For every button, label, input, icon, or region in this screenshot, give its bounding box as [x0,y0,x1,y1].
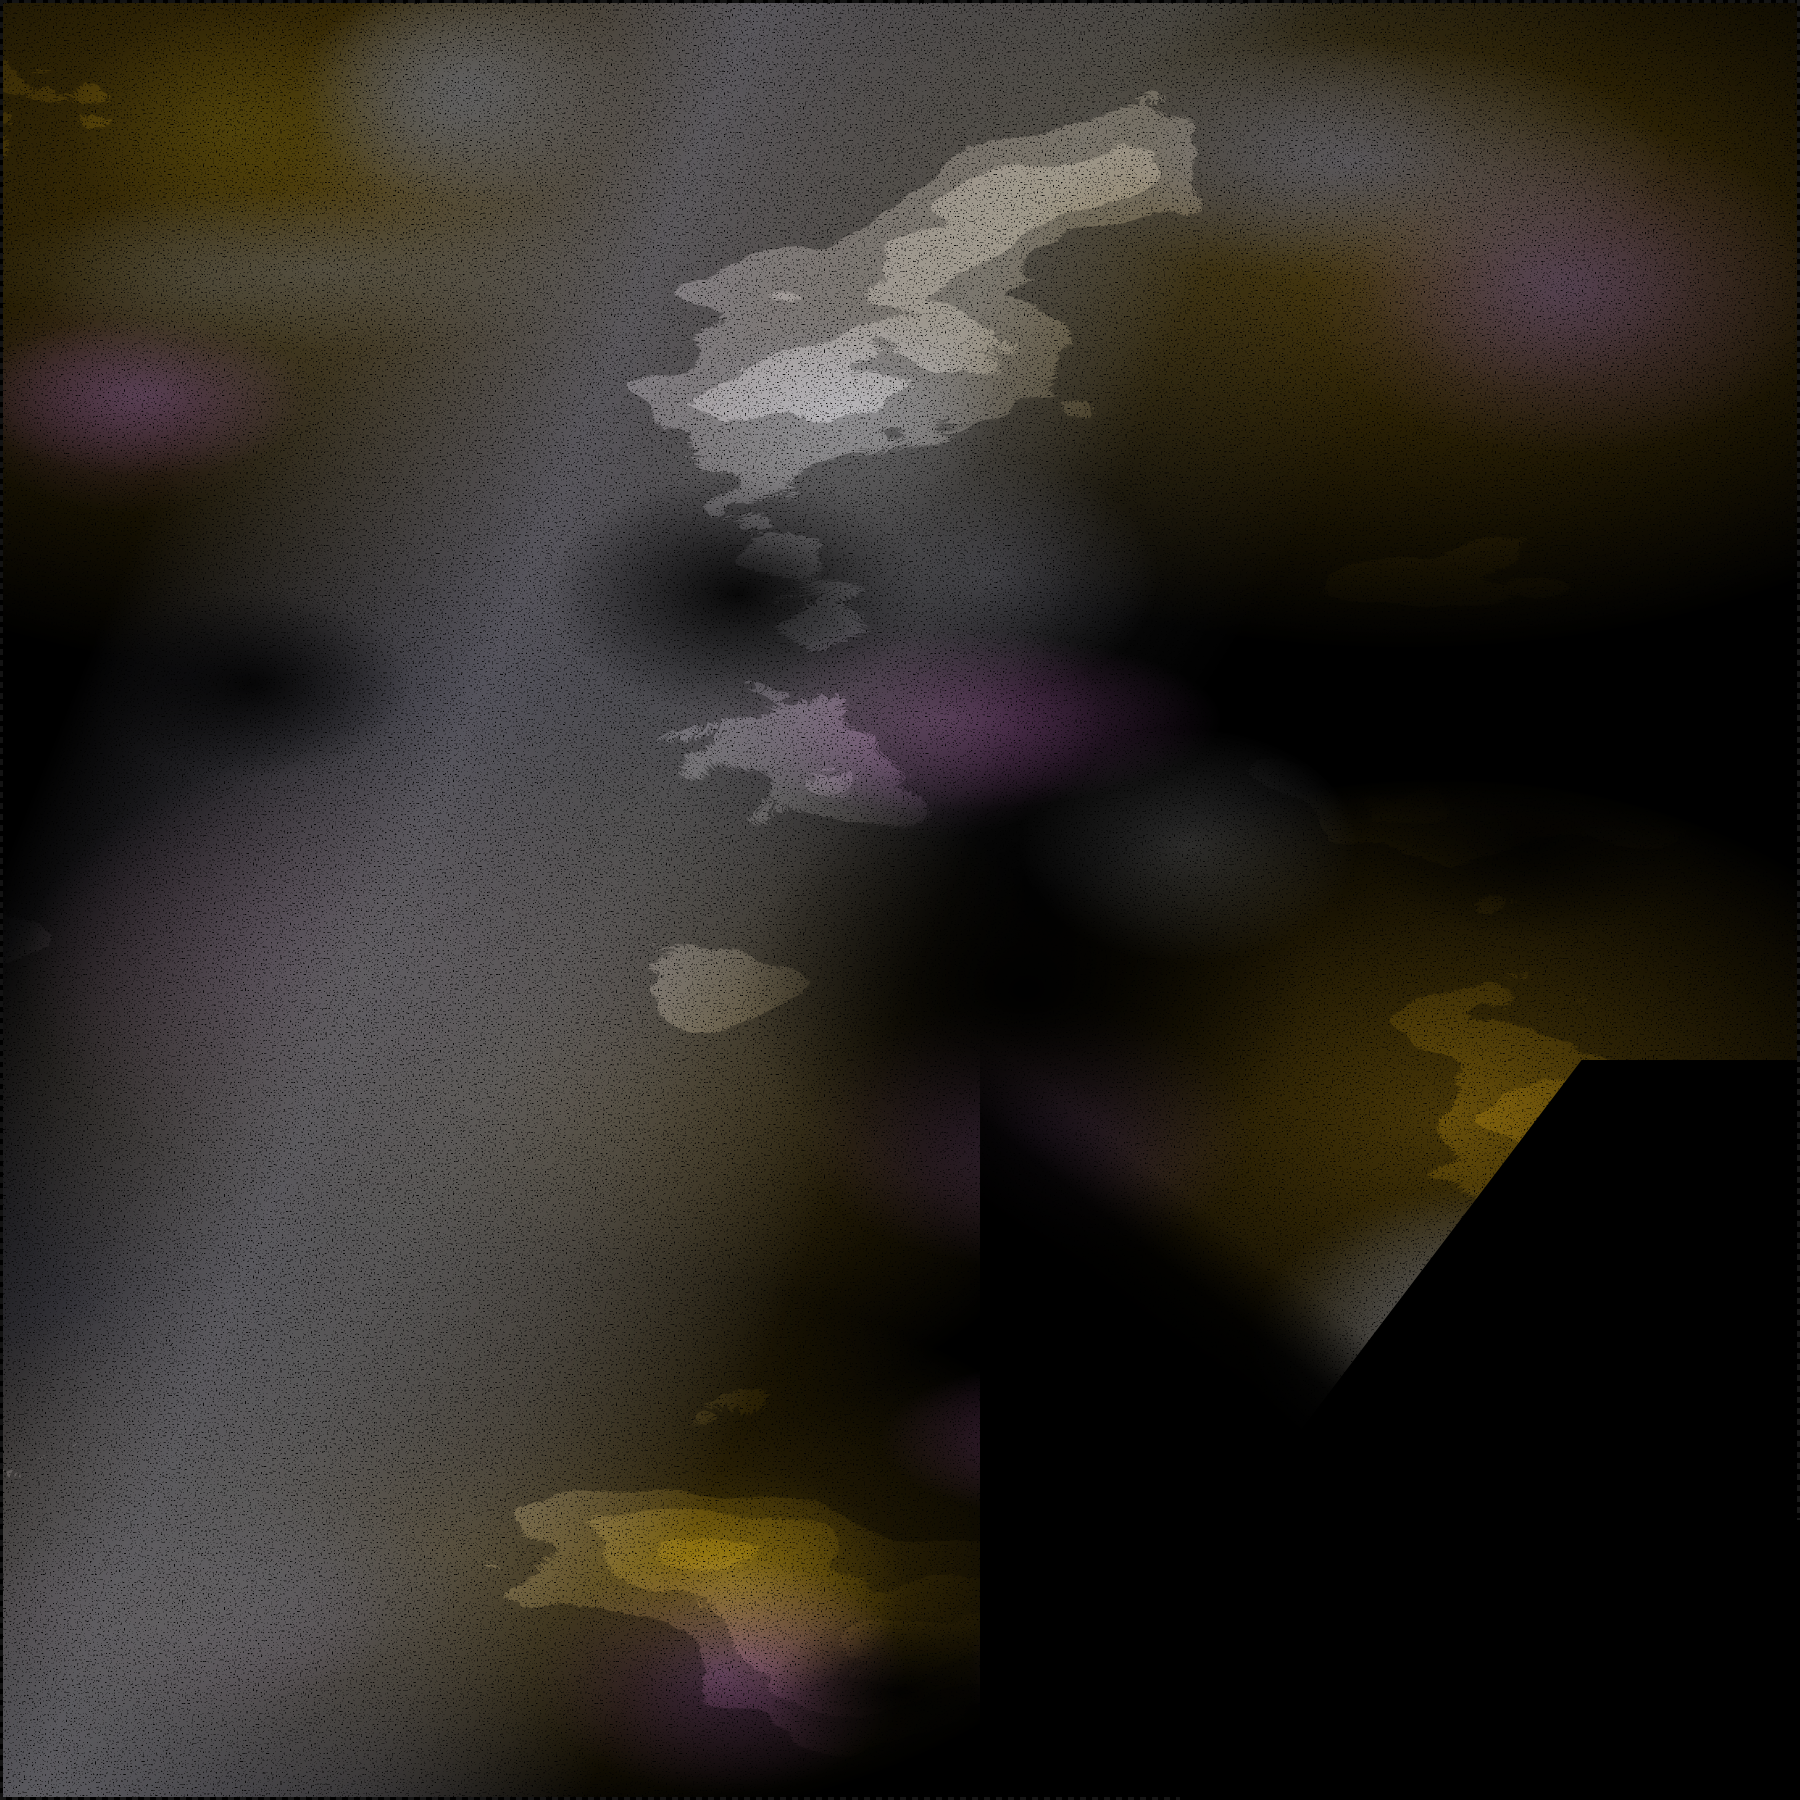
sensor-edge-right [1797,0,1800,1520]
sensor-edge-top [0,0,1800,3]
sensor-edge-bottom [0,1797,1180,1800]
sensor-edge-left [0,0,3,1800]
swath-edge-feather [980,1020,1800,1800]
